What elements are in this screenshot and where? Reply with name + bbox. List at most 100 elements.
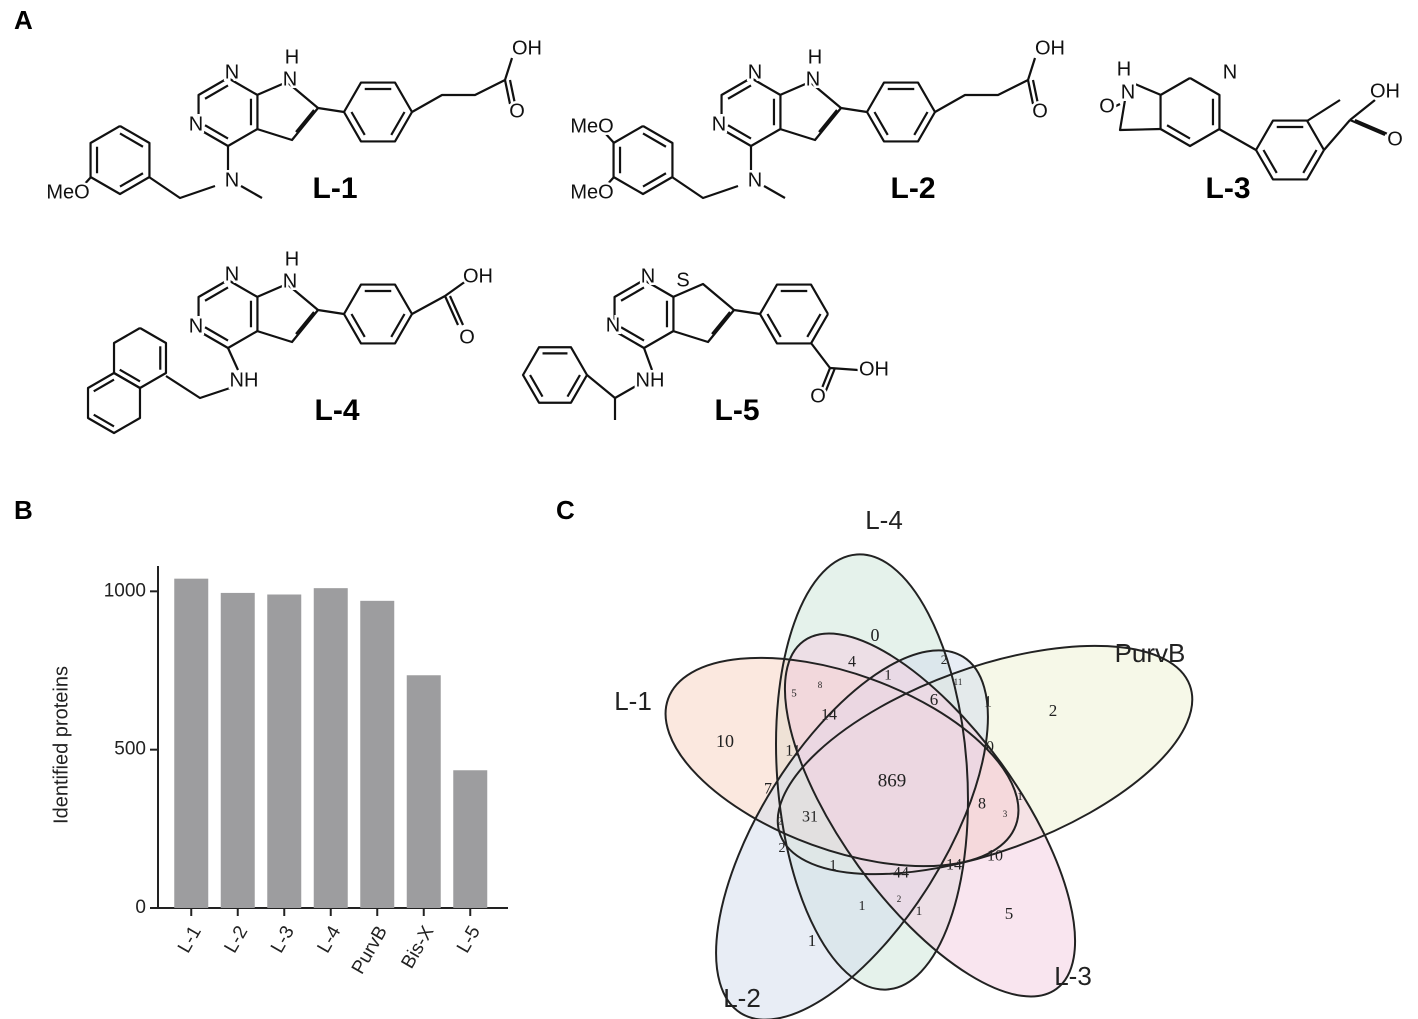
atom-label: S xyxy=(676,269,689,291)
bond xyxy=(521,346,588,404)
atom-label: OH xyxy=(859,358,889,380)
bond xyxy=(342,81,413,143)
bond xyxy=(226,347,240,371)
structure-label: L-5 xyxy=(715,394,760,427)
venn-count: 4 xyxy=(848,654,856,671)
venn-count: 1 xyxy=(859,899,866,914)
venn-count: 6 xyxy=(930,690,939,709)
bond xyxy=(1031,79,1040,105)
venn-set-label: L-3 xyxy=(1054,961,1092,991)
atom-label: N xyxy=(189,113,203,135)
bond xyxy=(390,111,406,136)
atom-label: N xyxy=(225,61,239,83)
bond xyxy=(727,84,752,100)
bond xyxy=(295,311,315,335)
bond xyxy=(1026,79,1035,105)
venn-count: 1 xyxy=(829,857,837,873)
bond xyxy=(642,132,667,148)
atom-label: O xyxy=(459,326,475,348)
bond xyxy=(1302,149,1318,174)
bond xyxy=(112,327,168,390)
atom-label: OH xyxy=(1370,80,1400,102)
venn-set-label: L-1 xyxy=(614,686,652,716)
bond xyxy=(503,79,512,105)
bond xyxy=(204,84,229,100)
bond xyxy=(148,176,216,200)
venn-outline xyxy=(664,656,1020,868)
atom-label: N xyxy=(712,113,726,135)
bond xyxy=(256,80,320,142)
bond xyxy=(503,57,514,81)
venn-count: 7 xyxy=(764,781,772,798)
y-axis-label: Identified proteins xyxy=(50,666,72,824)
structure-label: L-3 xyxy=(1206,172,1251,205)
atom-label: NH xyxy=(636,369,665,391)
bond xyxy=(390,313,406,338)
bond xyxy=(865,81,936,143)
bond xyxy=(1134,82,1162,97)
bond xyxy=(1349,99,1376,121)
panel-label: B xyxy=(14,495,33,525)
bond xyxy=(1218,128,1257,151)
panel-label: C xyxy=(556,495,575,525)
bond xyxy=(443,295,460,326)
bond xyxy=(672,282,736,344)
venn-count: 0 xyxy=(871,625,880,645)
bond xyxy=(604,132,615,144)
bond xyxy=(779,80,843,142)
x-tick-label: Bis-X xyxy=(398,922,439,972)
y-tick-label: 1000 xyxy=(104,580,146,601)
atom-label: H xyxy=(808,46,822,68)
structure-label: L-2 xyxy=(891,172,936,205)
bond xyxy=(448,295,465,326)
bond xyxy=(620,326,645,342)
atom-label: MeO xyxy=(570,181,613,203)
atom-label: O xyxy=(509,100,525,122)
bar xyxy=(313,588,348,908)
bond xyxy=(317,106,345,114)
atom-label: N xyxy=(283,270,297,292)
structure-label: L-4 xyxy=(315,394,360,427)
atom-label: OH xyxy=(463,265,493,287)
atom-label: O xyxy=(1387,128,1403,150)
venn-count: 2 xyxy=(1049,701,1058,720)
bond xyxy=(620,286,645,302)
bond xyxy=(720,77,782,148)
bond xyxy=(727,124,752,140)
venn-count: 11 xyxy=(954,677,963,687)
atom-label: N xyxy=(225,169,239,191)
venn-count: 14 xyxy=(946,857,962,874)
x-tick-label: L-1 xyxy=(174,923,206,957)
bond xyxy=(444,280,467,297)
bond xyxy=(604,176,615,188)
bond xyxy=(529,374,544,398)
bond xyxy=(204,286,229,302)
bond xyxy=(810,342,831,369)
venn-count: 11 xyxy=(785,743,800,760)
bond xyxy=(119,368,141,383)
bond xyxy=(411,79,506,113)
bond xyxy=(1349,118,1386,137)
bond xyxy=(1306,99,1341,122)
bond xyxy=(1323,119,1351,151)
bond xyxy=(1118,99,1162,132)
venn-set-label: L-4 xyxy=(865,505,903,535)
bar xyxy=(220,592,255,908)
bond xyxy=(119,132,144,148)
bar xyxy=(174,578,209,908)
bar xyxy=(406,675,441,908)
bond xyxy=(350,313,366,338)
atom-label: N xyxy=(748,169,762,191)
venn-count: 8 xyxy=(978,796,986,813)
bond xyxy=(342,283,413,345)
bond xyxy=(818,367,832,394)
atom-label: O xyxy=(1032,100,1048,122)
venn-count: 1 xyxy=(916,903,923,918)
bond xyxy=(612,125,674,196)
bond xyxy=(1111,103,1121,109)
x-tick-label: L-4 xyxy=(314,922,346,957)
venn-count: 2 xyxy=(778,816,783,827)
bond xyxy=(642,172,667,188)
atom-label: N xyxy=(806,68,820,90)
